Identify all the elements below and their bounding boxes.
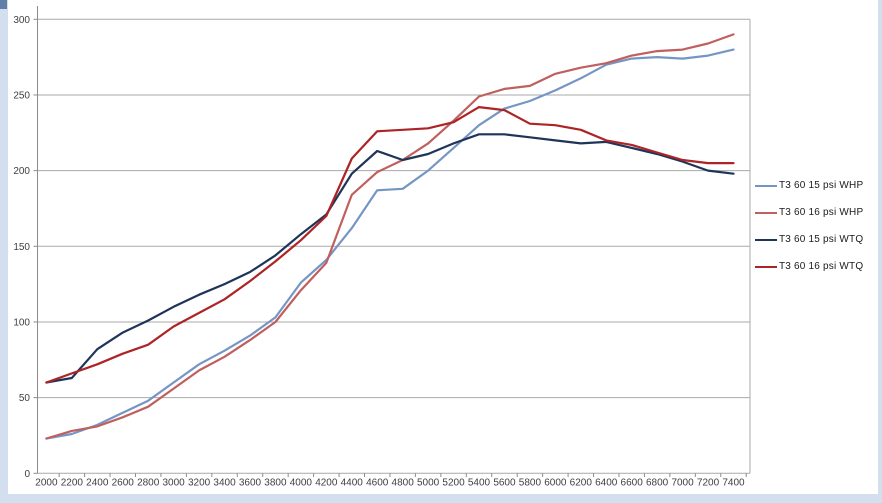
y-axis-label: 50 [19, 393, 31, 404]
y-axis-label: 200 [13, 166, 30, 177]
legend-item: T3 60 15 psi WTQ [755, 226, 882, 253]
x-axis-label: 6000 [544, 478, 567, 489]
series-line-t3-60-16-psi-whp [45, 33, 735, 440]
legend-label: T3 60 16 psi WHP [779, 207, 864, 218]
x-axis-label: 4800 [392, 478, 415, 489]
x-axis-label: 4000 [290, 478, 313, 489]
x-axis-label: 2800 [137, 478, 160, 489]
legend-item: T3 60 16 psi WHP [755, 199, 882, 226]
x-axis-label: 4600 [366, 478, 389, 489]
legend-item: T3 60 16 psi WTQ [755, 253, 882, 280]
x-axis-label: 2400 [86, 478, 109, 489]
legend-label: T3 60 16 psi WTQ [779, 261, 864, 272]
x-axis-label: 3600 [239, 478, 262, 489]
y-axis-label: 100 [13, 317, 30, 328]
x-axis-label: 6800 [646, 478, 669, 489]
x-axis-label: 5800 [519, 478, 542, 489]
series-line-t3-60-15-psi-whp [45, 48, 735, 440]
legend-label: T3 60 15 psi WHP [779, 180, 864, 191]
page-background-strip-right [878, 0, 882, 503]
legend-swatch [755, 265, 777, 268]
chart-legend: T3 60 15 psi WHP T3 60 16 psi WHP T3 60 15… [755, 172, 882, 280]
x-axis-label: 6200 [570, 478, 593, 489]
x-axis-label: 7000 [671, 478, 694, 489]
x-axis-label: 6600 [621, 478, 644, 489]
scrollbar-fragment [0, 0, 7, 9]
series-line-t3-60-15-psi-wtq [45, 133, 735, 384]
series-line-t3-60-16-psi-wtq [45, 105, 735, 384]
x-axis-label: 3800 [264, 478, 287, 489]
x-axis-label: 6400 [595, 478, 618, 489]
y-axis-label: 300 [13, 15, 30, 26]
x-axis-label: 7400 [722, 478, 745, 489]
x-axis-label: 5600 [493, 478, 516, 489]
x-axis-label: 4200 [315, 478, 338, 489]
page-background-strip-left [0, 0, 8, 503]
x-axis-label: 4400 [341, 478, 364, 489]
page-background-strip-bottom [0, 494, 882, 503]
x-axis-label: 3200 [188, 478, 211, 489]
y-axis-label: 150 [13, 242, 30, 253]
legend-label: T3 60 15 psi WTQ [779, 234, 864, 245]
legend-swatch [755, 211, 777, 214]
x-axis-label: 5400 [468, 478, 491, 489]
x-axis-label: 2200 [61, 478, 84, 489]
x-axis-label: 7200 [697, 478, 720, 489]
x-axis-label: 3400 [213, 478, 236, 489]
legend-swatch [755, 238, 777, 241]
x-axis-label: 5000 [417, 478, 440, 489]
x-axis-label: 5200 [442, 478, 465, 489]
legend-swatch [755, 184, 777, 187]
legend-item: T3 60 15 psi WHP [755, 172, 882, 199]
y-axis-label: 0 [24, 469, 30, 480]
x-axis-label: 2600 [112, 478, 135, 489]
x-axis-label: 3000 [163, 478, 186, 489]
y-axis-label: 250 [13, 90, 30, 101]
x-axis-label: 2000 [35, 478, 58, 489]
